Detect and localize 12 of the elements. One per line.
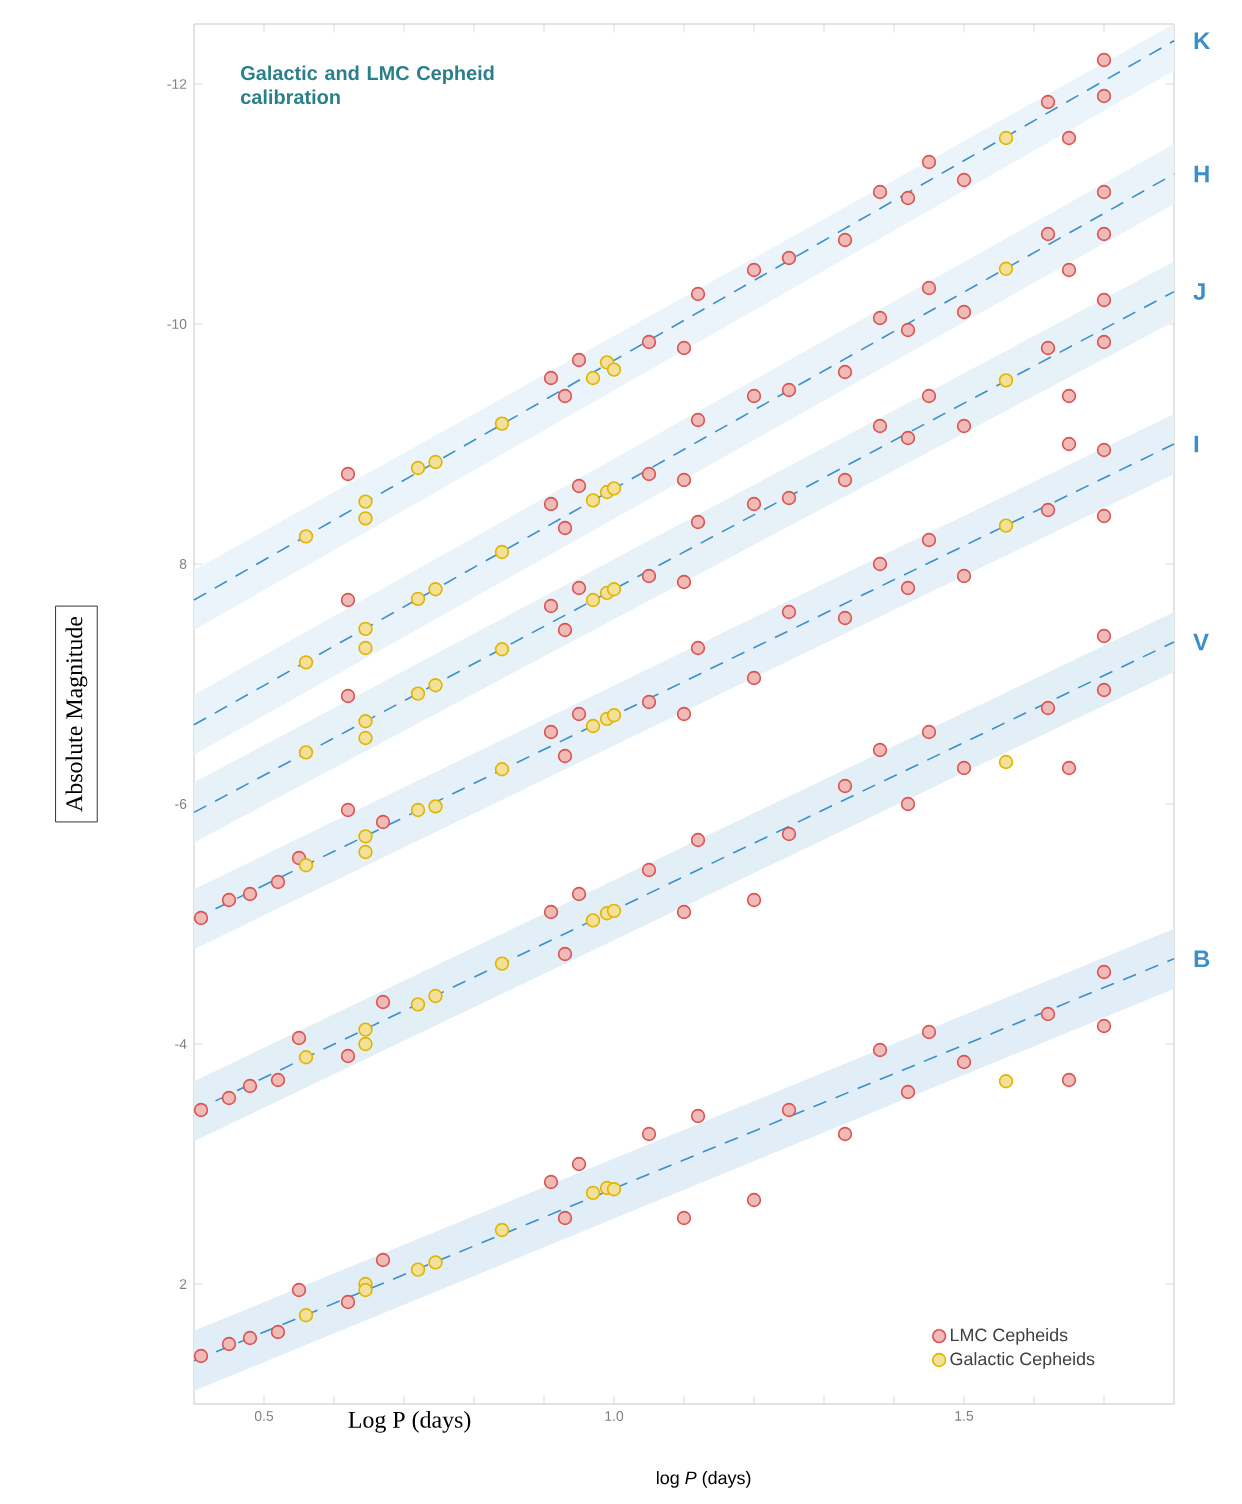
series-label: H	[1194, 165, 1209, 183]
legend-label: Galactic Cepheids	[950, 1352, 1095, 1369]
series-label: I	[1194, 435, 1199, 453]
series-label: K	[1194, 32, 1211, 50]
text: Galactic and LMC Cepheid calibration	[241, 65, 494, 105]
text: Log P (days)	[348, 1411, 471, 1433]
series-label: V	[1193, 633, 1209, 651]
y-axis-title: Absolute Magnitude	[65, 616, 88, 812]
series-label: J	[1193, 283, 1205, 300]
legend-label: LMC Cepheids	[950, 1328, 1068, 1345]
series-label: B	[1194, 950, 1210, 968]
x-axis-title: log P (days)	[656, 1471, 751, 1488]
